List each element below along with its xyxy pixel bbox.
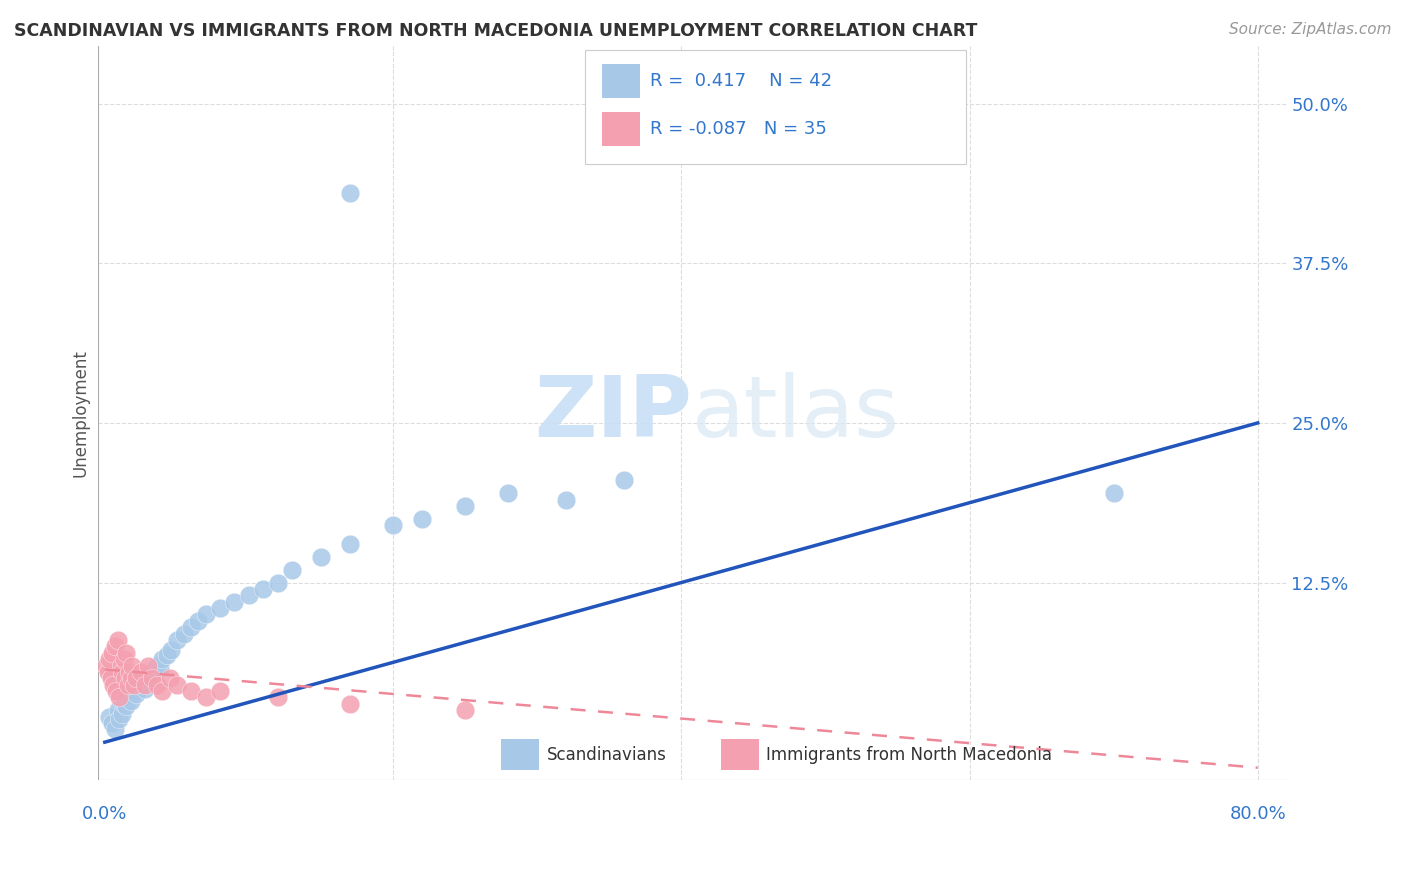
Point: [267, 690, 290, 705]
Point: [125, 687, 148, 701]
Point: [173, 626, 195, 640]
Point: [117, 690, 139, 705]
Point: [166, 633, 188, 648]
FancyBboxPatch shape: [721, 739, 759, 770]
Point: [339, 186, 361, 200]
Text: R = -0.087   N = 35: R = -0.087 N = 35: [651, 120, 827, 138]
Text: Source: ZipAtlas.com: Source: ZipAtlas.com: [1229, 22, 1392, 37]
Point: [166, 678, 188, 692]
Point: [309, 549, 332, 564]
Point: [148, 661, 170, 675]
Point: [339, 537, 361, 551]
Point: [160, 643, 183, 657]
Point: [382, 518, 405, 533]
Point: [156, 648, 179, 663]
Point: [107, 633, 129, 648]
Point: [145, 678, 167, 692]
Point: [122, 678, 145, 692]
Y-axis label: Unemployment: Unemployment: [72, 350, 89, 477]
Point: [117, 678, 139, 692]
Point: [114, 671, 136, 685]
Point: [152, 652, 174, 666]
Point: [107, 703, 129, 717]
Point: [339, 697, 361, 711]
Point: [180, 684, 202, 698]
Text: SCANDINAVIAN VS IMMIGRANTS FROM NORTH MACEDONIA UNEMPLOYMENT CORRELATION CHART: SCANDINAVIAN VS IMMIGRANTS FROM NORTH MA…: [14, 22, 977, 40]
Point: [121, 658, 143, 673]
Point: [103, 678, 125, 692]
Point: [209, 684, 232, 698]
Point: [159, 671, 181, 685]
Point: [118, 665, 141, 679]
Point: [100, 671, 122, 685]
Point: [281, 563, 304, 577]
Point: [194, 690, 217, 705]
Point: [141, 665, 163, 679]
FancyBboxPatch shape: [585, 50, 966, 164]
Point: [187, 614, 209, 628]
Point: [194, 607, 217, 622]
Point: [98, 652, 121, 666]
Point: [111, 707, 134, 722]
Point: [120, 694, 142, 708]
Point: [101, 716, 124, 731]
Point: [555, 492, 578, 507]
Point: [112, 652, 135, 666]
Point: [267, 575, 290, 590]
Text: ZIP: ZIP: [534, 372, 692, 455]
Point: [96, 658, 118, 673]
Point: [98, 709, 121, 723]
Text: atlas: atlas: [692, 372, 900, 455]
Point: [115, 699, 138, 714]
Point: [129, 678, 152, 692]
Point: [104, 640, 127, 654]
Point: [136, 671, 159, 685]
Point: [252, 582, 274, 596]
Point: [97, 665, 120, 679]
Point: [129, 665, 152, 679]
Point: [141, 671, 163, 685]
FancyBboxPatch shape: [501, 739, 538, 770]
Point: [104, 723, 127, 737]
Text: 0.0%: 0.0%: [82, 805, 128, 823]
Point: [115, 646, 138, 660]
Point: [498, 486, 520, 500]
Point: [145, 658, 167, 673]
Point: [136, 658, 159, 673]
Point: [134, 678, 156, 692]
Point: [454, 499, 477, 513]
Point: [112, 697, 135, 711]
Point: [108, 712, 131, 726]
FancyBboxPatch shape: [602, 112, 640, 146]
Text: Immigrants from North Macedonia: Immigrants from North Macedonia: [766, 746, 1052, 764]
Point: [101, 646, 124, 660]
Point: [125, 671, 148, 685]
Point: [224, 595, 246, 609]
Point: [110, 658, 132, 673]
Point: [454, 703, 477, 717]
Point: [613, 474, 636, 488]
Text: 80.0%: 80.0%: [1229, 805, 1286, 823]
Point: [238, 588, 260, 602]
Point: [111, 665, 134, 679]
Point: [180, 620, 202, 634]
Text: Scandinavians: Scandinavians: [547, 746, 666, 764]
Point: [411, 512, 433, 526]
Point: [209, 601, 232, 615]
Point: [152, 684, 174, 698]
Point: [1102, 486, 1125, 500]
Point: [134, 681, 156, 696]
Point: [120, 671, 142, 685]
Point: [122, 684, 145, 698]
Point: [108, 690, 131, 705]
FancyBboxPatch shape: [602, 64, 640, 98]
Text: R =  0.417    N = 42: R = 0.417 N = 42: [651, 72, 832, 90]
Point: [105, 684, 128, 698]
